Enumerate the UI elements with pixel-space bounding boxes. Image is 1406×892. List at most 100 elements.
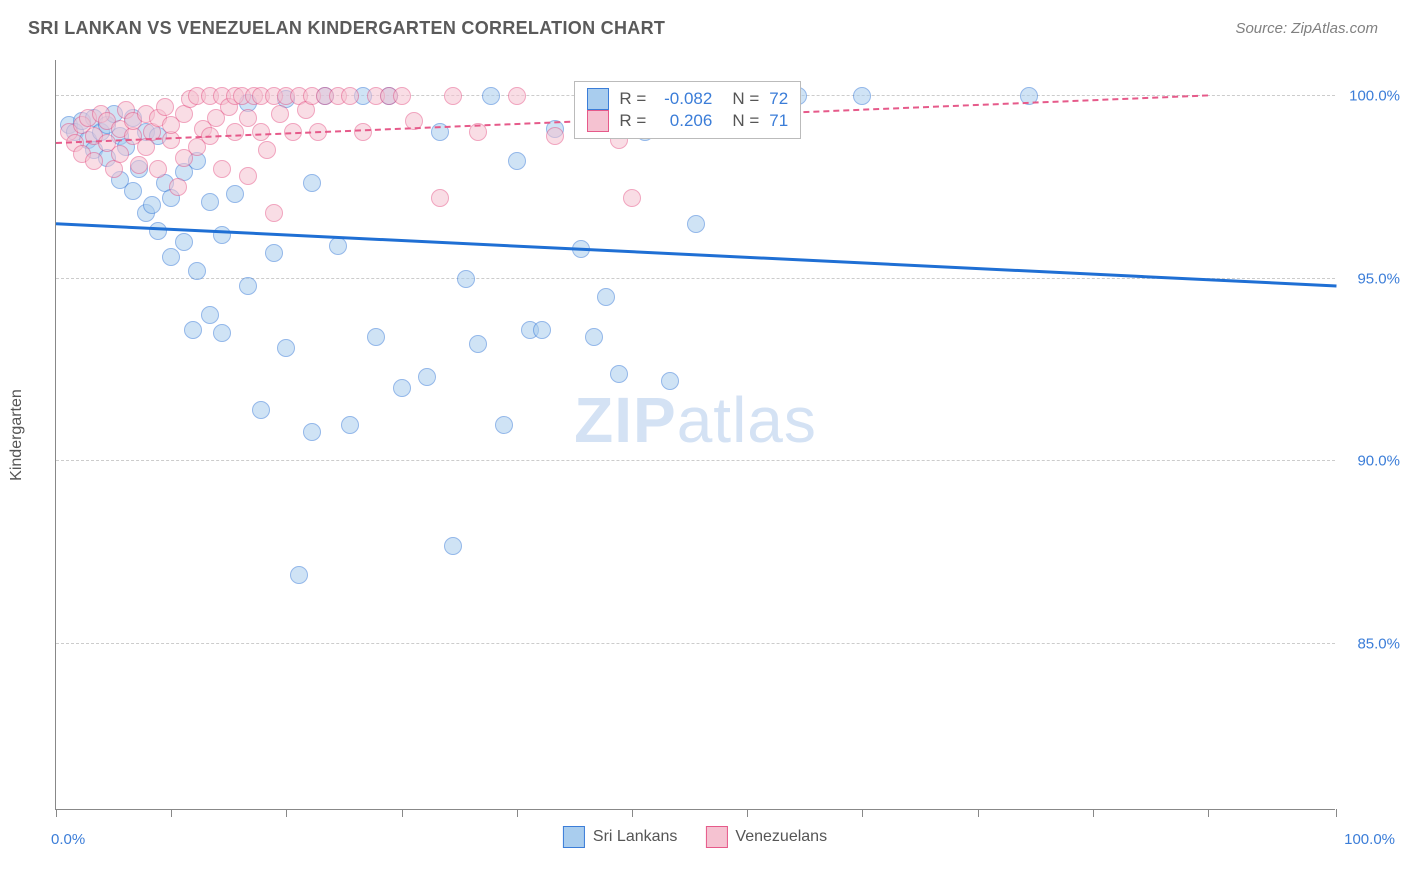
scatter-point (258, 141, 276, 159)
legend-label: Sri Lankans (593, 828, 678, 846)
stat-box: R = -0.082 N = 72 R = 0.206 N = 71 (574, 81, 801, 139)
scatter-point (393, 87, 411, 105)
legend: Sri Lankans Venezuelans (563, 826, 827, 848)
scatter-point (265, 204, 283, 222)
scatter-point (277, 339, 295, 357)
x-tick (632, 809, 633, 817)
stat-n-value: 72 (769, 89, 788, 109)
scatter-point (213, 324, 231, 342)
legend-swatch (563, 826, 585, 848)
y-tick-label: 100.0% (1349, 87, 1400, 104)
scatter-point (354, 123, 372, 141)
y-tick-label: 90.0% (1357, 453, 1400, 470)
scatter-point (226, 123, 244, 141)
x-tick (1093, 809, 1094, 817)
scatter-point (457, 270, 475, 288)
scatter-point (431, 189, 449, 207)
scatter-point (482, 87, 500, 105)
scatter-point (469, 335, 487, 353)
scatter-point (130, 156, 148, 174)
scatter-point (162, 248, 180, 266)
scatter-point (444, 537, 462, 555)
scatter-point (213, 226, 231, 244)
scatter-point (201, 193, 219, 211)
scatter-point (271, 105, 289, 123)
scatter-point (341, 416, 359, 434)
x-axis-max-label: 100.0% (1344, 831, 1395, 848)
x-axis-min-label: 0.0% (51, 831, 85, 848)
gridline (56, 460, 1335, 461)
legend-item: Sri Lankans (563, 826, 678, 848)
scatter-point (290, 566, 308, 584)
watermark: ZIPatlas (574, 383, 817, 457)
watermark-atlas: atlas (677, 384, 817, 456)
stat-swatch (587, 88, 609, 110)
stat-r-label: R = (619, 111, 646, 131)
scatter-point (175, 233, 193, 251)
scatter-point (85, 152, 103, 170)
scatter-point (444, 87, 462, 105)
y-tick-label: 95.0% (1357, 270, 1400, 287)
stat-r-value: 0.206 (656, 111, 712, 131)
x-tick (517, 809, 518, 817)
scatter-point (239, 167, 257, 185)
scatter-point (149, 222, 167, 240)
scatter-point (623, 189, 641, 207)
scatter-point (303, 423, 321, 441)
scatter-point (610, 365, 628, 383)
stat-n-label: N = (732, 89, 759, 109)
scatter-point (508, 152, 526, 170)
scatter-point (188, 262, 206, 280)
x-tick (286, 809, 287, 817)
scatter-point (169, 178, 187, 196)
x-tick (402, 809, 403, 817)
x-tick (56, 809, 57, 817)
scatter-point (508, 87, 526, 105)
x-tick (1336, 809, 1337, 817)
scatter-point (853, 87, 871, 105)
scatter-point (265, 244, 283, 262)
scatter-point (329, 237, 347, 255)
scatter-point (239, 109, 257, 127)
scatter-point (252, 401, 270, 419)
gridline (56, 643, 1335, 644)
plot-wrap: ZIPatlas 85.0%90.0%95.0%100.0%R =-0.082N… (55, 60, 1335, 810)
legend-label: Venezuelans (735, 828, 827, 846)
stat-row: R = -0.082 N = 72 (587, 88, 788, 110)
y-axis-title: Kindergarten (8, 389, 26, 481)
watermark-zip: ZIP (574, 384, 677, 456)
scatter-point (418, 368, 436, 386)
scatter-point (149, 160, 167, 178)
scatter-point (661, 372, 679, 390)
scatter-point (239, 277, 257, 295)
scatter-point (585, 328, 603, 346)
scatter-point (213, 160, 231, 178)
scatter-point (393, 379, 411, 397)
legend-swatch (705, 826, 727, 848)
stat-n-value: 71 (769, 111, 788, 131)
x-tick (1208, 809, 1209, 817)
stat-n-label: N = (732, 111, 759, 131)
stat-r-label: R = (619, 89, 646, 109)
scatter-point (184, 321, 202, 339)
scatter-point (124, 182, 142, 200)
scatter-point (143, 196, 161, 214)
scatter-point (495, 416, 513, 434)
source-label: Source: ZipAtlas.com (1235, 20, 1378, 37)
legend-item: Venezuelans (705, 826, 827, 848)
scatter-point (367, 328, 385, 346)
stat-r-value: -0.082 (656, 89, 712, 109)
scatter-point (341, 87, 359, 105)
scatter-point (546, 127, 564, 145)
scatter-point (252, 123, 270, 141)
scatter-point (201, 306, 219, 324)
scatter-point (111, 145, 129, 163)
chart-title: SRI LANKAN VS VENEZUELAN KINDERGARTEN CO… (28, 18, 665, 39)
plot-area: ZIPatlas 85.0%90.0%95.0%100.0%R =-0.082N… (55, 60, 1335, 810)
scatter-point (303, 174, 321, 192)
x-tick (978, 809, 979, 817)
x-tick (171, 809, 172, 817)
stat-row: R = 0.206 N = 71 (587, 110, 788, 132)
scatter-point (687, 215, 705, 233)
scatter-point (156, 98, 174, 116)
